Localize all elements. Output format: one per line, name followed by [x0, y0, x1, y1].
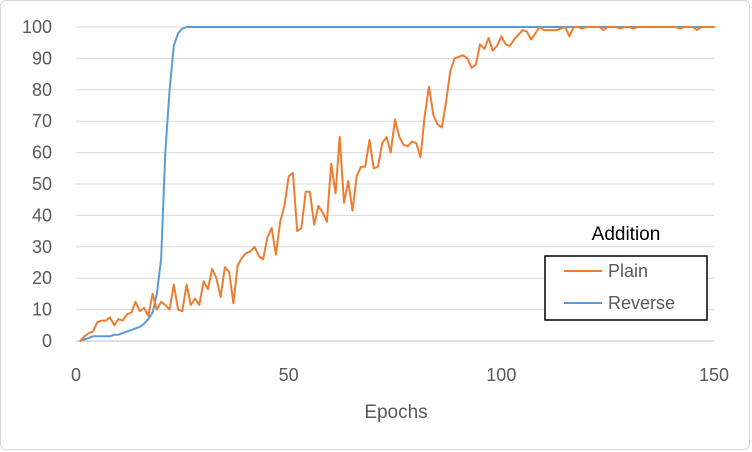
- y-tick-label: 20: [32, 268, 52, 288]
- x-tick-label: 0: [71, 365, 81, 385]
- x-axis-label: Epochs: [364, 402, 427, 423]
- y-tick-label: 80: [32, 80, 52, 100]
- x-tick-label: 150: [699, 365, 729, 385]
- x-tick-label: 100: [486, 365, 516, 385]
- x-tick-label: 50: [279, 365, 299, 385]
- legend-box: [544, 255, 708, 321]
- y-tick-label: 50: [32, 174, 52, 194]
- x-axis-ticks: 0 50 100 150: [71, 365, 729, 385]
- series-line-reverse: [79, 26, 715, 342]
- y-tick-label: 30: [32, 237, 52, 257]
- y-tick-label: 100: [22, 17, 52, 37]
- legend: Plain Reverse: [564, 261, 675, 313]
- y-tick-label: 10: [32, 300, 52, 320]
- y-tick-label: 90: [32, 48, 52, 68]
- y-tick-label: 40: [32, 205, 52, 225]
- y-tick-label: 0: [42, 331, 52, 351]
- legend-label-plain: Plain: [608, 261, 648, 281]
- series-line-plain: [79, 26, 715, 342]
- y-tick-label: 60: [32, 143, 52, 163]
- y-axis-ticks: 0 10 20 30 40 50 60 70 80 90 100: [22, 17, 52, 351]
- series-lines: [79, 26, 715, 342]
- legend-label-reverse: Reverse: [608, 293, 675, 313]
- y-tick-label: 70: [32, 111, 52, 131]
- legend-title: Addition: [592, 224, 661, 245]
